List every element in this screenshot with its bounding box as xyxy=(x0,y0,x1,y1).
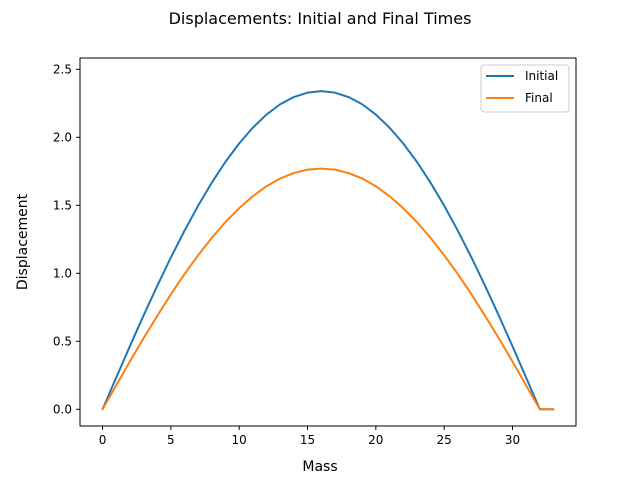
legend: Initial Final xyxy=(480,64,570,113)
y-axis: 0.0 0.5 1.0 1.5 2.0 2.5 xyxy=(53,62,80,416)
y-tick-label: 0.0 xyxy=(53,402,72,416)
x-tick-label: 20 xyxy=(368,433,383,447)
y-tick-label: 2.0 xyxy=(53,130,72,144)
legend-label-initial: Initial xyxy=(525,69,558,83)
plot-frame xyxy=(79,57,577,427)
plot-area xyxy=(79,57,577,427)
y-axis-title: Displacement xyxy=(15,193,31,290)
series-layer xyxy=(101,90,555,411)
chart-title: Displacements: Initial and Final Times xyxy=(169,9,472,28)
x-axis-title: Mass xyxy=(302,459,337,475)
x-axis: 0 5 10 15 20 25 30 xyxy=(99,426,520,447)
x-tick-label: 25 xyxy=(437,433,452,447)
x-tick-label: 0 xyxy=(99,433,107,447)
x-tick-label: 15 xyxy=(300,433,315,447)
x-tick-label: 10 xyxy=(232,433,247,447)
y-tick-label: 1.0 xyxy=(53,266,72,280)
x-tick-label: 30 xyxy=(505,433,520,447)
y-tick-label: 1.5 xyxy=(53,198,72,212)
series-line-initial xyxy=(101,90,555,411)
series-line-final xyxy=(101,167,555,411)
legend-label-final: Final xyxy=(525,91,553,105)
y-tick-label: 0.5 xyxy=(53,334,72,348)
x-tick-label: 5 xyxy=(167,433,175,447)
y-tick-label: 2.5 xyxy=(53,62,72,76)
